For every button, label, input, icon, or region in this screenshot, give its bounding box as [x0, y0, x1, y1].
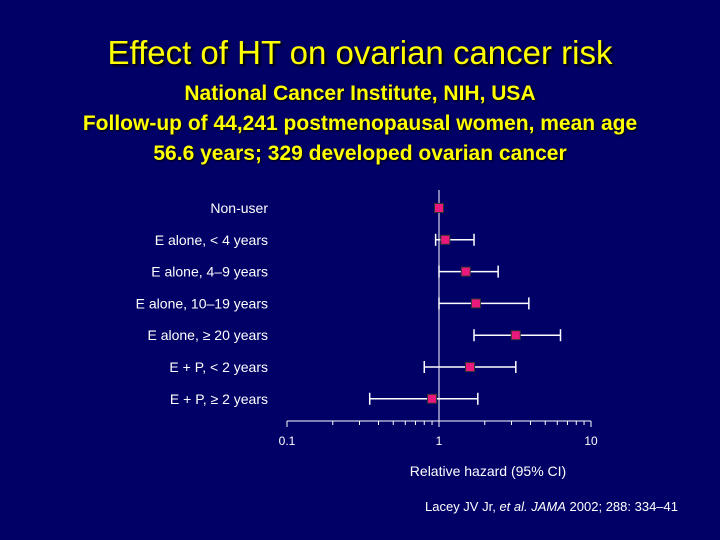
- estimate-marker: [427, 393, 438, 404]
- slide-title: Effect of HT on ovarian cancer risk: [107, 34, 613, 71]
- citation-details: 2002; 288: 334–41: [569, 499, 678, 514]
- subtitle-line-2: Follow-up of 44,241 postmenopausal women…: [82, 112, 638, 135]
- x-tick-label: 10: [584, 434, 598, 448]
- row-label: E alone, 10–19 years: [136, 295, 268, 311]
- row-label: E alone, ≥ 20 years: [147, 327, 268, 343]
- subtitle-line-3: 56.6 years; 329 developed ovarian cancer: [153, 142, 567, 165]
- x-tick-label: 1: [436, 434, 443, 448]
- citation-etal: et al.: [499, 499, 528, 514]
- citation-authors: Lacey JV Jr,: [425, 499, 496, 514]
- citation-journal: JAMA: [531, 499, 566, 514]
- estimate-marker: [465, 362, 476, 372]
- subtitle-line-1: National Cancer Institute, NIH, USA: [184, 82, 536, 105]
- estimate-marker: [440, 234, 451, 245]
- citation: Lacey JV Jr, et al. JAMA 2002; 288: 334–…: [425, 499, 678, 514]
- x-axis-label: Relative hazard (95% CI): [410, 463, 566, 479]
- estimate-marker: [460, 266, 471, 277]
- row-label: E + P, < 2 years: [169, 359, 268, 375]
- estimate-marker: [470, 298, 481, 309]
- x-tick-label: 0.1: [279, 434, 296, 448]
- row-label: E alone, 4–9 years: [151, 264, 268, 280]
- row-label: Non-user: [210, 200, 268, 216]
- row-label: E alone, < 4 years: [155, 232, 268, 248]
- estimate-marker: [434, 203, 444, 213]
- row-label: E + P, ≥ 2 years: [170, 391, 268, 407]
- estimate-marker: [510, 330, 521, 341]
